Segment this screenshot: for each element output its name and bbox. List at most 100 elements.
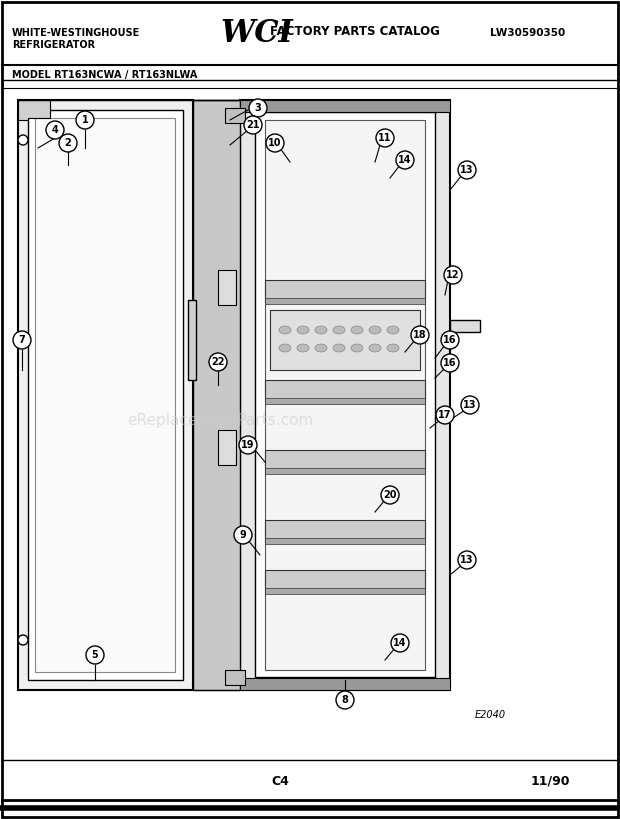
- Bar: [240, 100, 450, 690]
- Text: C4: C4: [271, 775, 289, 788]
- Circle shape: [436, 406, 454, 424]
- Circle shape: [391, 634, 409, 652]
- Text: 3: 3: [255, 103, 262, 113]
- Text: 16: 16: [443, 335, 457, 345]
- Bar: [218, 430, 236, 465]
- Bar: [265, 280, 425, 302]
- Polygon shape: [193, 100, 240, 690]
- Ellipse shape: [315, 344, 327, 352]
- Circle shape: [444, 266, 462, 284]
- Bar: [265, 570, 425, 592]
- Text: 17: 17: [438, 410, 452, 420]
- Ellipse shape: [333, 344, 345, 352]
- Ellipse shape: [279, 326, 291, 334]
- Circle shape: [266, 134, 284, 152]
- Circle shape: [239, 436, 257, 454]
- Ellipse shape: [369, 326, 381, 334]
- Bar: [225, 670, 245, 685]
- Text: 22: 22: [211, 357, 224, 367]
- Circle shape: [461, 396, 479, 414]
- Bar: [265, 380, 425, 402]
- Circle shape: [234, 526, 252, 544]
- Text: 10: 10: [268, 138, 281, 148]
- Text: 1: 1: [82, 115, 89, 125]
- Bar: [265, 120, 425, 670]
- Ellipse shape: [297, 344, 309, 352]
- Text: 7: 7: [19, 335, 25, 345]
- Bar: [255, 112, 435, 677]
- Text: 11: 11: [378, 133, 392, 143]
- Bar: [265, 538, 425, 544]
- Circle shape: [46, 121, 64, 139]
- Text: MODEL RT163NCWA / RT163NLWA: MODEL RT163NCWA / RT163NLWA: [12, 70, 197, 80]
- Ellipse shape: [315, 326, 327, 334]
- Ellipse shape: [297, 326, 309, 334]
- Text: 2: 2: [64, 138, 71, 148]
- Bar: [240, 100, 450, 112]
- Bar: [188, 300, 196, 380]
- Circle shape: [441, 354, 459, 372]
- Circle shape: [336, 691, 354, 709]
- Ellipse shape: [279, 344, 291, 352]
- Text: 8: 8: [342, 695, 348, 705]
- Bar: [265, 450, 425, 472]
- Ellipse shape: [333, 326, 345, 334]
- Text: 20: 20: [383, 490, 397, 500]
- Text: REFRIGERATOR: REFRIGERATOR: [12, 40, 95, 50]
- Text: 4: 4: [51, 125, 58, 135]
- Circle shape: [441, 331, 459, 349]
- Bar: [218, 270, 236, 305]
- Circle shape: [249, 99, 267, 117]
- Bar: [18, 100, 193, 690]
- Circle shape: [13, 331, 31, 349]
- Circle shape: [396, 151, 414, 169]
- Text: FACTORY PARTS CATALOG: FACTORY PARTS CATALOG: [270, 25, 440, 38]
- Text: 12: 12: [446, 270, 460, 280]
- Circle shape: [381, 486, 399, 504]
- Text: LW30590350: LW30590350: [490, 28, 565, 38]
- Bar: [225, 108, 245, 123]
- Text: 5: 5: [92, 650, 99, 660]
- Polygon shape: [18, 100, 50, 120]
- Text: 13: 13: [463, 400, 477, 410]
- Bar: [265, 468, 425, 474]
- Circle shape: [18, 135, 28, 145]
- Text: WHITE-WESTINGHOUSE: WHITE-WESTINGHOUSE: [12, 28, 140, 38]
- Circle shape: [76, 111, 94, 129]
- Text: 13: 13: [460, 555, 474, 565]
- Circle shape: [458, 161, 476, 179]
- Circle shape: [18, 635, 28, 645]
- Text: 14: 14: [393, 638, 407, 648]
- Bar: [450, 320, 480, 332]
- Ellipse shape: [369, 344, 381, 352]
- Text: eReplacementParts.com: eReplacementParts.com: [127, 413, 313, 428]
- Text: 13: 13: [460, 165, 474, 175]
- Bar: [265, 588, 425, 594]
- Bar: [240, 678, 450, 690]
- Text: 11/90: 11/90: [530, 775, 570, 788]
- Text: 9: 9: [239, 530, 246, 540]
- Circle shape: [458, 551, 476, 569]
- Circle shape: [209, 353, 227, 371]
- Bar: [265, 520, 425, 542]
- Text: WCI: WCI: [220, 18, 293, 49]
- Text: E2040: E2040: [475, 710, 506, 720]
- Circle shape: [411, 326, 429, 344]
- Ellipse shape: [351, 326, 363, 334]
- Ellipse shape: [387, 326, 399, 334]
- Text: 21: 21: [246, 120, 260, 130]
- Bar: [35, 118, 175, 672]
- Circle shape: [59, 134, 77, 152]
- Bar: [265, 298, 425, 304]
- Circle shape: [86, 646, 104, 664]
- Bar: [265, 398, 425, 404]
- Bar: [28, 110, 183, 680]
- Text: 16: 16: [443, 358, 457, 368]
- Circle shape: [244, 116, 262, 134]
- Ellipse shape: [387, 344, 399, 352]
- Circle shape: [376, 129, 394, 147]
- Text: 19: 19: [241, 440, 255, 450]
- Ellipse shape: [351, 344, 363, 352]
- Bar: [270, 310, 420, 370]
- Text: 14: 14: [398, 155, 412, 165]
